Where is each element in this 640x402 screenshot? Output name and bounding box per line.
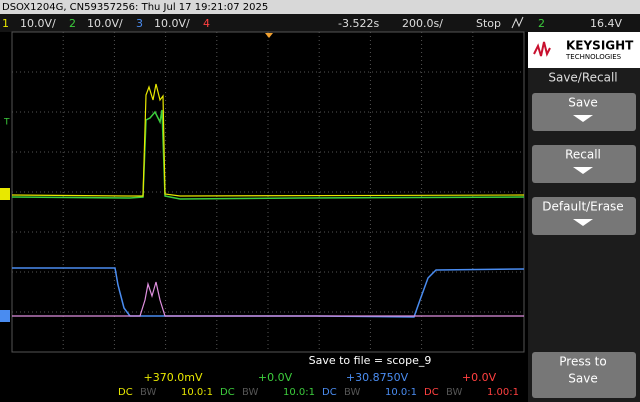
trace-ch4 [12,281,524,317]
softkey[interactable] [532,145,636,183]
brand-name: KEYSIGHT [566,39,634,53]
action-line: Save [568,372,597,386]
channel-bw: BW [344,387,361,398]
trigger-level-marker: T [3,118,10,128]
channel-number: 2 [69,17,76,30]
channel-scale: 10.0V/ [20,17,56,30]
channel-number: 3 [136,17,143,30]
trigger-level: 16.4V [590,17,622,30]
channel-offset: +370.0mV [144,371,203,384]
title-bar [0,0,640,14]
channel-scale: 10.0V/ [87,17,123,30]
channel-probe: 10.0:1 [181,387,213,398]
softkey-label: Recall [565,148,601,162]
channel-scale: 10.0V/ [154,17,190,30]
save-message: Save to file = scope_9 [309,354,432,367]
trace-ch2 [11,109,525,200]
status-bar [0,14,640,32]
ch1-marker [0,188,10,200]
menu-title: Save/Recall [548,71,617,85]
action-button[interactable] [532,352,636,398]
run-state: Stop [476,17,501,30]
channel-offset: +0.0V [462,371,497,384]
channel-bw: BW [446,387,463,398]
channel-coupling: DC [220,387,235,398]
channel-info: +370.0mV DC BW 10.0:1 +0.0V DC BW 10.0:1 +30.875… [118,371,519,398]
softkey-arrow [573,219,593,226]
title: DSOX1204G, CN59357256: Thu Jul 17 19:21:… [2,2,268,13]
softkey-label: Save [568,96,597,110]
brand-subtitle: TECHNOLOGIES [565,53,622,61]
trigger-icon [511,16,524,29]
channel-offset: +0.0V [258,371,293,384]
channel-probe: 10.0:1 [385,387,417,398]
time-scale: 200.0s/ [402,17,443,30]
channel-bw: BW [140,387,157,398]
action-line: Press to [559,355,606,369]
softkey[interactable] [532,197,636,235]
trigger-source: 2 [538,17,545,30]
time-offset: -3.522s [338,17,379,30]
softkey[interactable] [532,93,636,131]
channel-offset: +30.8750V [346,371,409,384]
channel-bw: BW [242,387,259,398]
channel-coupling: DC [424,387,439,398]
trigger-pos-marker [265,33,273,38]
softkey-arrow [573,115,593,122]
softkey-label: Default/Erase [542,200,623,214]
brand-logo [533,41,551,57]
softkey-arrow [573,167,593,174]
channel-probe: 1.00:1 [487,387,519,398]
channel-coupling: DC [118,387,133,398]
channel-probe: 10.0:1 [283,387,315,398]
channel-number: 4 [203,17,210,30]
channel-number: 1 [2,17,9,30]
grid [12,32,524,352]
ch3-marker [0,310,10,322]
trace-ch1 [11,83,525,197]
channel-coupling: DC [322,387,337,398]
status-group: 1 10.0V/2 10.0V/3 10.0V/4 [2,17,210,30]
buttons: Save Recall Default/Erase [532,93,636,235]
